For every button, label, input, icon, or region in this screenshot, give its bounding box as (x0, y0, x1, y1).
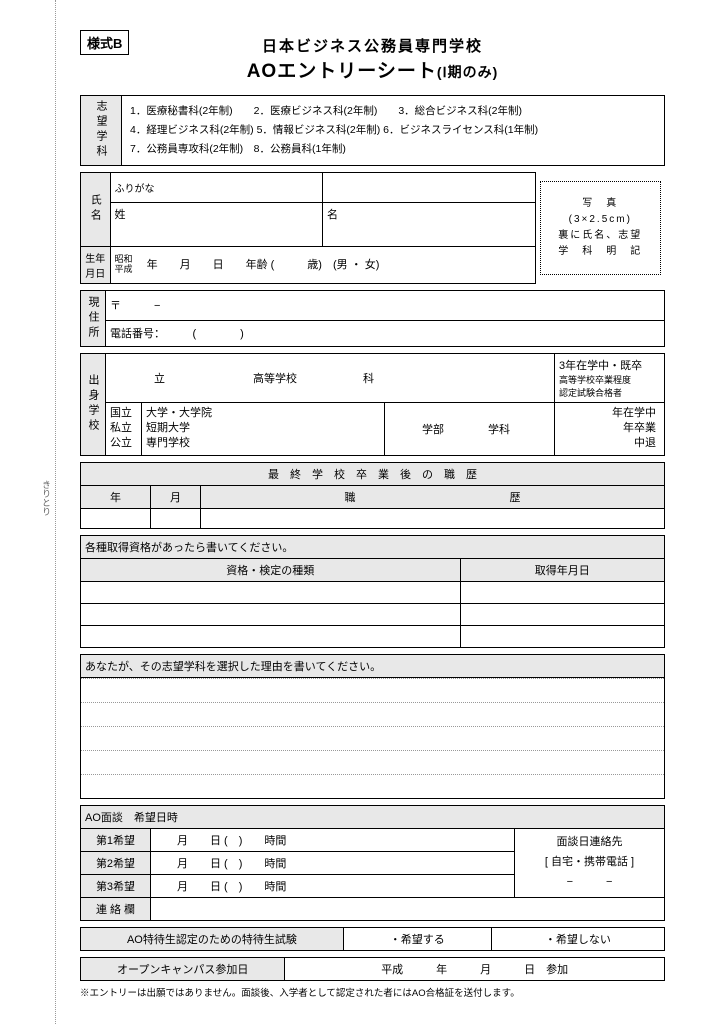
school-from-label: 出身学校 (81, 353, 106, 455)
pref3-field[interactable]: 月 日 ( ) 時間 (151, 874, 515, 897)
footnote: ※エントリーは出願ではありません。面談後、入学者として認定された者にはAO合格証… (80, 985, 665, 999)
uni-kind[interactable]: 大学・大学院短期大学専門学校 (142, 402, 385, 455)
contact-field[interactable]: 面談日連絡先 [ 自宅・携帯電話 ] − − (515, 828, 665, 897)
pref3-label: 第3希望 (81, 874, 151, 897)
photo-box: 写 真 (3×2.5cm) 裏に氏名、志望 学 科 明 記 (540, 181, 661, 275)
name-photo-table: 氏名 ふりがな 写 真 (3×2.5cm) 裏に氏名、志望 学 科 明 記 姓 … (80, 172, 665, 284)
oc-label: オープンキャンパス参加日 (81, 957, 285, 980)
dept-options: 1．医療秘書科(2年制) 2．医療ビジネス科(2年制) 3．総合ビジネス科(2年… (122, 96, 665, 166)
oc-table: オープンキャンパス参加日 平成 年 月 日 参加 (80, 957, 665, 981)
qual-col1: 資格・検定の種類 (81, 558, 461, 581)
birth-field[interactable]: 昭和平成 年 月 日 年齢 ( 歳) (男 ・ 女) (110, 246, 535, 283)
history-work-h: 職 歴 (201, 485, 665, 508)
pref1-field[interactable]: 月 日 ( ) 時間 (151, 828, 515, 851)
uni-status[interactable]: 年在学中年卒業中退 (555, 402, 665, 455)
tokutai-yes[interactable]: ・希望する (343, 927, 491, 950)
history-title: 最 終 学 校 卒 業 後 の 職 歴 (81, 462, 665, 485)
form-title: AOエントリーシート (247, 61, 437, 82)
tokutai-table: AO特待生認定のための特待生試験 ・希望する ・希望しない (80, 927, 665, 951)
mei-field[interactable]: 名 (323, 202, 536, 246)
cutline-text: きりとり (40, 480, 53, 516)
form-type-label: 様式B (80, 30, 129, 55)
interview-title: AO面談 希望日時 (81, 805, 665, 828)
interview-table: AO面談 希望日時 第1希望 月 日 ( ) 時間 面談日連絡先 [ 自宅・携帯… (80, 805, 665, 921)
qual-title: 各種取得資格があったら書いてください。 (81, 535, 665, 558)
hs-field[interactable]: 立 高等学校 科 (106, 353, 555, 402)
history-month-h: 月 (151, 485, 201, 508)
memo-label: 連 絡 欄 (81, 897, 151, 920)
furigana-sei[interactable]: ふりがな (110, 172, 323, 202)
department-table: 志望学科 1．医療秘書科(2年制) 2．医療ビジネス科(2年制) 3．総合ビジネ… (80, 95, 665, 166)
school-table: 出身学校 立 高等学校 科 3年在学中・既卒 高等学校卒業程度 認定試験合格者 … (80, 353, 665, 456)
addr-label: 現住所 (81, 290, 106, 346)
school-name: 日本ビジネス公務員専門学校 (80, 35, 665, 56)
name-label: 氏名 (81, 172, 111, 246)
reason-title: あなたが、その志望学科を選択した理由を書いてください。 (81, 654, 665, 677)
tokutai-label: AO特待生認定のための特待生試験 (81, 927, 344, 950)
uni-dept[interactable]: 学部 学科 (385, 402, 555, 455)
furigana-mei[interactable] (323, 172, 536, 202)
sei-field[interactable]: 姓 (110, 202, 323, 246)
pref1-label: 第1希望 (81, 828, 151, 851)
reason-table: あなたが、その志望学科を選択した理由を書いてください。 (80, 654, 665, 678)
qual-table: 各種取得資格があったら書いてください。 資格・検定の種類 取得年月日 (80, 535, 665, 648)
history-year-h: 年 (81, 485, 151, 508)
memo-field[interactable] (151, 897, 665, 920)
postal-field[interactable]: 〒 − (106, 290, 665, 320)
tel-field[interactable]: 電話番号： ( ) (106, 320, 665, 346)
qual-col2: 取得年月日 (460, 558, 664, 581)
uni-type[interactable]: 国立私立公立 (106, 402, 142, 455)
dept-label: 志望学科 (81, 96, 122, 166)
oc-field[interactable]: 平成 年 月 日 参加 (285, 957, 665, 980)
form-subtitle: (Ⅰ期のみ) (437, 64, 498, 80)
reason-lines[interactable] (80, 678, 665, 799)
birth-label: 生年月日 (81, 246, 111, 283)
tokutai-no[interactable]: ・希望しない (491, 927, 664, 950)
pref2-field[interactable]: 月 日 ( ) 時間 (151, 851, 515, 874)
pref2-label: 第2希望 (81, 851, 151, 874)
hs-status[interactable]: 3年在学中・既卒 高等学校卒業程度 認定試験合格者 (555, 353, 665, 402)
history-table: 最 終 学 校 卒 業 後 の 職 歴 年 月 職 歴 (80, 462, 665, 529)
address-table: 現住所 〒 − 電話番号： ( ) (80, 290, 665, 347)
